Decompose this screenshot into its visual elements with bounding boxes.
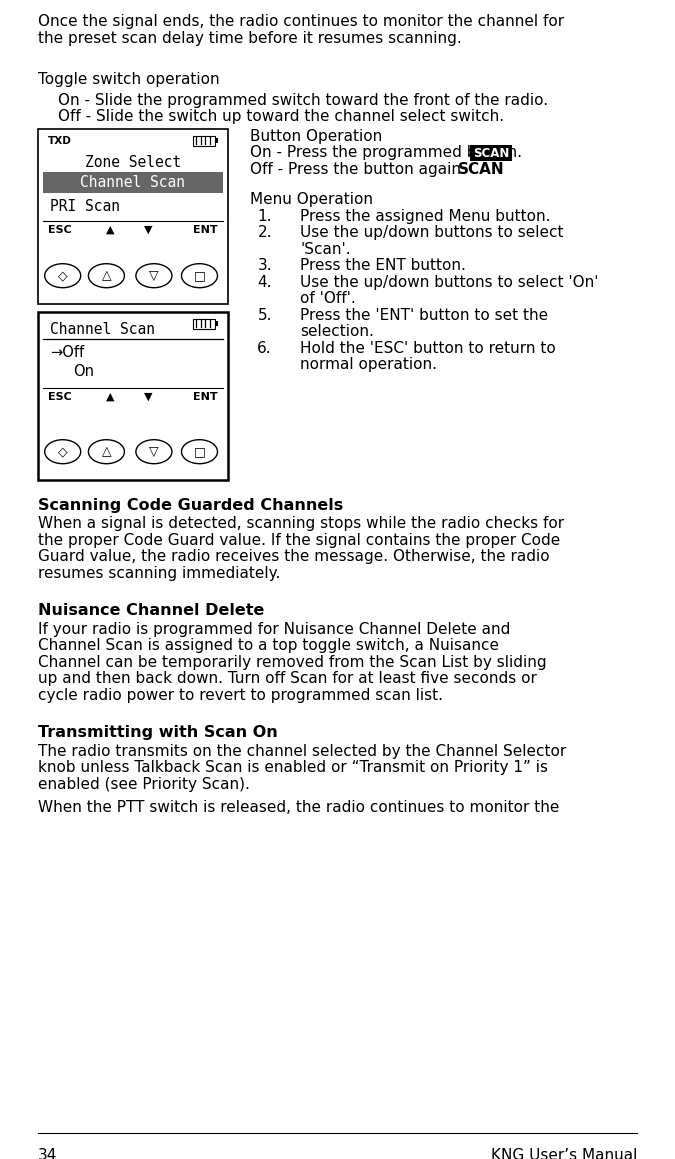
Text: TXD: TXD: [48, 136, 72, 146]
Text: Toggle switch operation: Toggle switch operation: [38, 72, 219, 87]
Bar: [38, 129, 228, 304]
Text: selection.: selection.: [300, 325, 374, 340]
Text: Press the ENT button.: Press the ENT button.: [300, 258, 466, 274]
Text: ▼: ▼: [144, 225, 153, 235]
Bar: [215, 138, 218, 144]
Text: Nuisance Channel Delete: Nuisance Channel Delete: [38, 603, 265, 618]
Text: When a signal is detected, scanning stops while the radio checks for: When a signal is detected, scanning stop…: [38, 516, 564, 531]
Text: ▲: ▲: [106, 392, 115, 402]
Bar: [38, 312, 228, 480]
Text: Scanning Code Guarded Channels: Scanning Code Guarded Channels: [38, 497, 344, 512]
Text: Transmitting with Scan On: Transmitting with Scan On: [38, 726, 277, 741]
Text: cycle radio power to revert to programmed scan list.: cycle radio power to revert to programme…: [38, 687, 443, 702]
Bar: [470, 145, 512, 161]
Text: ▽: ▽: [149, 269, 159, 282]
Text: KNG User’s Manual: KNG User’s Manual: [491, 1149, 637, 1159]
Text: →Off: →Off: [50, 344, 84, 359]
Text: of 'Off'.: of 'Off'.: [300, 291, 356, 306]
Text: 2.: 2.: [257, 225, 272, 240]
Text: 'Scan'.: 'Scan'.: [300, 242, 350, 256]
Ellipse shape: [88, 439, 124, 464]
Text: up and then back down. Turn off Scan for at least ﬁve seconds or: up and then back down. Turn off Scan for…: [38, 671, 537, 686]
Bar: [215, 321, 218, 326]
Text: 6.: 6.: [257, 341, 272, 356]
Text: 4.: 4.: [257, 275, 272, 290]
Text: Menu Operation: Menu Operation: [250, 192, 373, 207]
Bar: [43, 172, 223, 192]
Text: ESC: ESC: [48, 392, 72, 402]
Ellipse shape: [136, 264, 172, 287]
Text: Hold the 'ESC' button to return to: Hold the 'ESC' button to return to: [300, 341, 556, 356]
Text: ▲: ▲: [106, 225, 115, 235]
Text: □: □: [194, 445, 205, 458]
Text: ENT: ENT: [193, 225, 218, 235]
Ellipse shape: [182, 264, 217, 287]
Text: When the PTT switch is released, the radio continues to monitor the: When the PTT switch is released, the rad…: [38, 800, 560, 815]
Text: Off - Press the button again.: Off - Press the button again.: [250, 162, 470, 176]
Text: Press the assigned Menu button.: Press the assigned Menu button.: [300, 209, 551, 224]
Text: ◇: ◇: [58, 445, 68, 458]
Ellipse shape: [182, 439, 217, 464]
Text: 5.: 5.: [257, 307, 272, 322]
Text: resumes scanning immediately.: resumes scanning immediately.: [38, 566, 280, 581]
Text: Channel can be temporarily removed from the Scan List by sliding: Channel can be temporarily removed from …: [38, 655, 547, 670]
Ellipse shape: [45, 264, 81, 287]
Bar: [193, 136, 215, 146]
Text: ◇: ◇: [58, 269, 68, 282]
Text: normal operation.: normal operation.: [300, 357, 437, 372]
Text: the preset scan delay time before it resumes scanning.: the preset scan delay time before it res…: [38, 30, 462, 45]
Text: 3.: 3.: [257, 258, 272, 274]
Text: Channel Scan is assigned to a top toggle switch, a Nuisance: Channel Scan is assigned to a top toggle…: [38, 639, 499, 654]
Text: SCAN: SCAN: [458, 162, 505, 176]
Text: On - Press the programmed button.: On - Press the programmed button.: [250, 145, 522, 160]
Text: SCAN: SCAN: [472, 147, 509, 160]
Ellipse shape: [88, 264, 124, 287]
Text: the proper Code Guard value. If the signal contains the proper Code: the proper Code Guard value. If the sign…: [38, 533, 560, 548]
Text: knob unless Talkback Scan is enabled or “Transmit on Priority 1” is: knob unless Talkback Scan is enabled or …: [38, 760, 548, 775]
Text: ▼: ▼: [144, 392, 153, 402]
Ellipse shape: [136, 439, 172, 464]
Text: Use the up/down buttons to select 'On': Use the up/down buttons to select 'On': [300, 275, 599, 290]
Text: Button Operation: Button Operation: [250, 129, 382, 144]
Text: Channel Scan: Channel Scan: [50, 322, 155, 337]
Text: ENT: ENT: [193, 392, 218, 402]
Text: 34: 34: [38, 1149, 57, 1159]
Text: △: △: [101, 445, 111, 458]
Text: enabled (see Priority Scan).: enabled (see Priority Scan).: [38, 777, 250, 792]
Text: □: □: [194, 269, 205, 282]
Text: 1.: 1.: [257, 209, 272, 224]
Text: Guard value, the radio receives the message. Otherwise, the radio: Guard value, the radio receives the mess…: [38, 549, 549, 564]
Text: If your radio is programmed for Nuisance Channel Delete and: If your radio is programmed for Nuisance…: [38, 621, 510, 636]
Text: Use the up/down buttons to select: Use the up/down buttons to select: [300, 225, 564, 240]
Text: PRI Scan: PRI Scan: [50, 198, 120, 213]
Text: △: △: [101, 269, 111, 282]
Text: Off - Slide the switch up toward the channel select switch.: Off - Slide the switch up toward the cha…: [58, 109, 504, 124]
Text: ▽: ▽: [149, 445, 159, 458]
Text: The radio transmits on the channel selected by the Channel Selector: The radio transmits on the channel selec…: [38, 744, 566, 759]
Ellipse shape: [45, 439, 81, 464]
Text: Zone Select: Zone Select: [85, 154, 181, 169]
Text: Channel Scan: Channel Scan: [80, 175, 186, 190]
Bar: [193, 319, 215, 329]
Text: ESC: ESC: [48, 225, 72, 235]
Text: Once the signal ends, the radio continues to monitor the channel for: Once the signal ends, the radio continue…: [38, 14, 564, 29]
Text: Press the 'ENT' button to set the: Press the 'ENT' button to set the: [300, 307, 548, 322]
Text: On - Slide the programmed switch toward the front of the radio.: On - Slide the programmed switch toward …: [58, 93, 548, 108]
Text: On: On: [73, 364, 94, 379]
